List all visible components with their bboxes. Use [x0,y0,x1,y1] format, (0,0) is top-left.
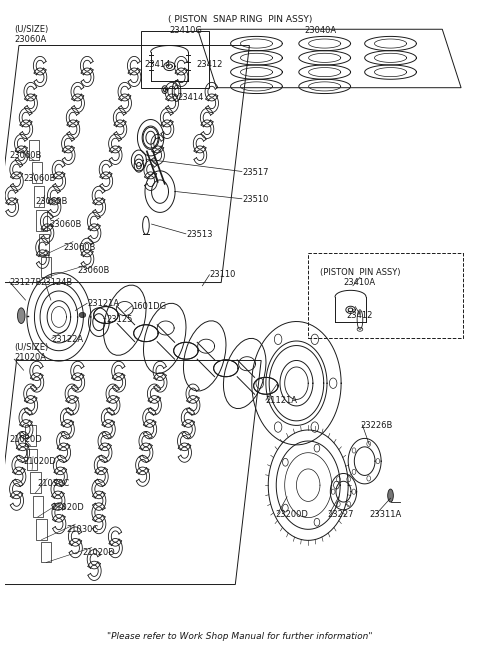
Ellipse shape [79,312,86,318]
Text: 21030C: 21030C [66,525,98,534]
Text: 23414: 23414 [144,60,171,70]
Text: 23227: 23227 [327,510,354,519]
Text: 23414: 23414 [178,93,204,102]
Bar [32,162,42,182]
Text: 23311A: 23311A [370,510,402,519]
Text: 23110: 23110 [209,270,236,279]
Ellipse shape [388,489,393,502]
Text: 23121A: 23121A [87,299,119,308]
Bar [41,542,51,562]
Text: 23125: 23125 [106,315,132,324]
Text: 23513: 23513 [186,230,213,239]
Text: 23040A: 23040A [304,26,336,35]
Bar [25,425,36,445]
Bar [33,496,43,517]
Text: 23200D: 23200D [275,510,308,519]
Text: 23517: 23517 [242,168,269,176]
Bar [30,472,40,493]
Text: 21020D: 21020D [24,457,56,466]
Text: 23510: 23510 [242,195,269,204]
Text: 23060B: 23060B [10,152,42,161]
Text: 23127B: 23127B [10,278,42,287]
Bar [308,253,464,338]
Text: 23060B: 23060B [36,197,68,206]
Bar [36,210,47,230]
Bar [36,519,47,540]
Text: (U/SIZE)
23060A: (U/SIZE) 23060A [14,25,48,44]
Bar [29,140,39,161]
Bar [41,256,51,277]
Ellipse shape [17,308,25,323]
Text: 23060B: 23060B [24,174,56,183]
Text: 21020D: 21020D [10,435,42,444]
Text: 21030C: 21030C [38,480,70,488]
Text: 23060B: 23060B [78,266,110,276]
Text: 23412: 23412 [196,60,223,70]
Text: 21020D: 21020D [83,548,115,557]
Text: 21121A: 21121A [266,396,298,405]
Text: ( PISTON  SNAP RING  PIN ASSY): ( PISTON SNAP RING PIN ASSY) [168,15,312,24]
Text: 23124B: 23124B [40,278,72,287]
Text: 23410G: 23410G [169,26,203,35]
Text: 23060B: 23060B [63,243,96,252]
Text: 23060B: 23060B [49,220,82,228]
Text: 23122A: 23122A [52,335,84,344]
Bar [39,234,49,255]
Text: 23412: 23412 [347,310,373,319]
Text: "Please refer to Work Shop Manual for further information": "Please refer to Work Shop Manual for fu… [107,632,373,641]
Text: (PISTON  PIN ASSY)
23410A: (PISTON PIN ASSY) 23410A [320,268,400,287]
Bar [34,186,44,207]
Text: 21020D: 21020D [52,502,84,512]
Text: (U/SIZE)
21020A: (U/SIZE) 21020A [14,343,48,362]
Text: 1601DG: 1601DG [132,302,166,311]
Text: 23226B: 23226B [360,421,392,430]
Bar [27,449,37,470]
